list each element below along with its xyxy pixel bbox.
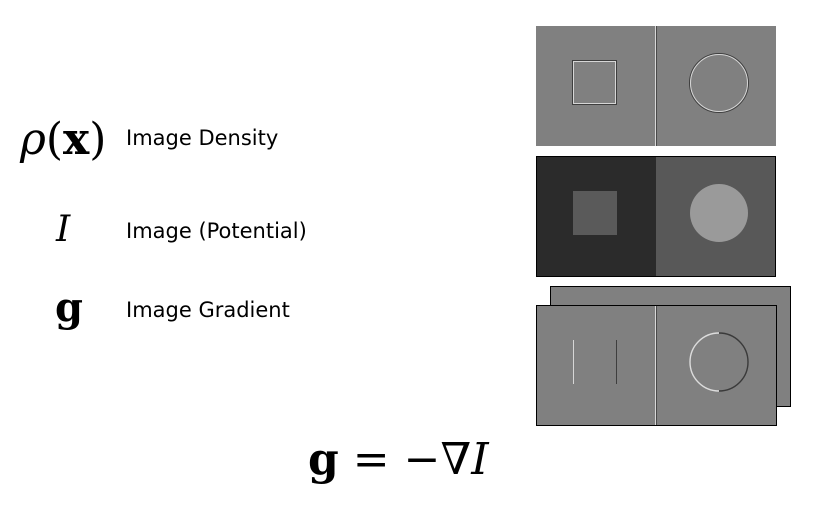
gradient-circle-left-arc: [689, 332, 720, 392]
potential-circle: [690, 184, 748, 242]
potential-border: [536, 156, 776, 277]
equation-g: g: [308, 434, 339, 485]
equation-minus: −: [403, 434, 441, 485]
density-square-outline-light: [573, 61, 616, 104]
image-density-label: Image Density: [126, 126, 279, 150]
close-paren: ): [89, 114, 107, 165]
density-circle-outline-light: [690, 54, 748, 112]
image-gradient-label: Image Gradient: [126, 298, 290, 322]
open-paren: (: [45, 114, 64, 165]
gradient-symbol: g: [55, 284, 83, 331]
potential-image-panel: [536, 156, 776, 277]
gradient-circle-right-arc: [718, 332, 749, 392]
density-circle-outline-dark: [689, 53, 749, 113]
rho-glyph: ρ: [20, 114, 46, 165]
gradient-front-border: [536, 305, 777, 426]
potential-square: [573, 191, 617, 235]
gradient-front-panel: [536, 305, 777, 426]
rho-of-x-symbol: ρ(x): [20, 118, 106, 162]
density-square-outline-dark: [572, 60, 617, 105]
image-potential-label: Image (Potential): [126, 219, 307, 243]
equation-nabla: ∇: [440, 434, 472, 485]
gradient-equation: g = −∇I: [308, 438, 489, 482]
potential-symbol: I: [56, 209, 71, 250]
x-vector-glyph: x: [63, 114, 90, 165]
equation-equals: =: [352, 434, 390, 485]
equation-I: I: [471, 434, 489, 485]
density-image-panel: [536, 26, 776, 146]
